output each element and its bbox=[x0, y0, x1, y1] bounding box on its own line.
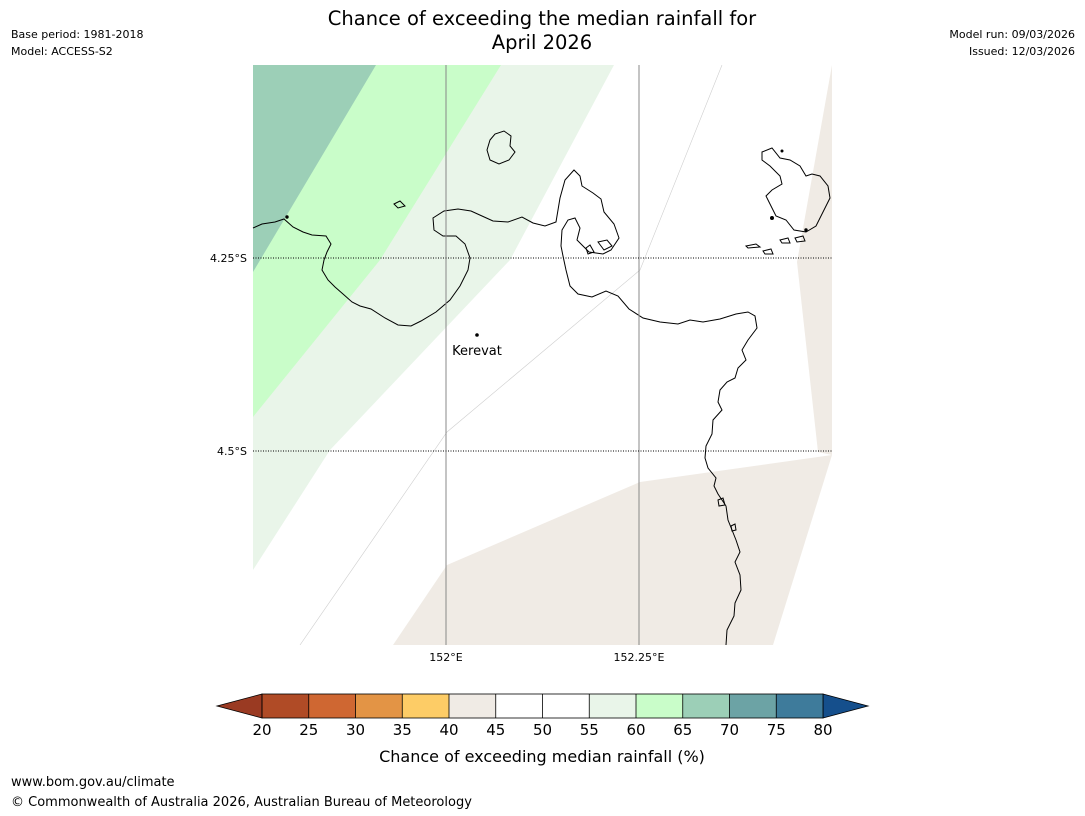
colorbar-bin-40-45 bbox=[449, 694, 496, 718]
map-title-line-2: April 2026 bbox=[491, 31, 593, 54]
coastline-islet-east-2 bbox=[762, 248, 774, 255]
coastline-islet-bay-1 bbox=[585, 244, 595, 255]
colorbar-tick-35: 35 bbox=[393, 721, 412, 739]
colorbar: 20 25 30 35 40 45 50 55 60 65 70 75 80 bbox=[215, 693, 870, 739]
coastline-islet-west bbox=[393, 200, 406, 209]
colorbar-tick-50: 50 bbox=[533, 721, 552, 739]
kerevat-label: Kerevat bbox=[452, 344, 502, 359]
colorbar-tick-75: 75 bbox=[767, 721, 786, 739]
colorbar-tick-45: 45 bbox=[486, 721, 505, 739]
colorbar-tick-80: 80 bbox=[813, 721, 832, 739]
coastline bbox=[252, 130, 831, 646]
map-title: Chance of exceeding the median rainfall … bbox=[242, 7, 842, 55]
coastline-islet-east-5 bbox=[717, 497, 726, 507]
coastline-islet-dot-2 bbox=[780, 149, 784, 153]
shading-40-45-east bbox=[797, 65, 832, 455]
lon-label-152e: 152°E bbox=[429, 651, 462, 664]
probability-shading bbox=[253, 65, 832, 645]
colorbar-bin-75-80 bbox=[776, 694, 823, 718]
lat-label-4-5s: 4.5°S bbox=[217, 445, 247, 458]
colorbar-bin-60-65 bbox=[636, 694, 683, 718]
colorbar-tick-20: 20 bbox=[252, 721, 271, 739]
colorbar-bin-45-50 bbox=[495, 694, 543, 718]
colorbar-tick-60: 60 bbox=[626, 721, 645, 739]
colorbar-tick-25: 25 bbox=[299, 721, 318, 739]
coastline-gazelle-peninsula bbox=[252, 169, 758, 646]
colorbar-over-arrow bbox=[822, 693, 870, 719]
colorbar-bin-20-25 bbox=[262, 694, 309, 718]
forecast-info-left: Base period: 1981-2018 Model: ACCESS-S2 bbox=[11, 26, 143, 60]
colorbar-tick-65: 65 bbox=[673, 721, 692, 739]
kerevat-marker bbox=[475, 333, 479, 337]
issued-text: Issued: 12/03/2026 bbox=[968, 45, 1075, 58]
coastline-islet-east-3 bbox=[779, 237, 791, 244]
base-period-text: Base period: 1981-2018 bbox=[11, 28, 144, 41]
coastline-islet-north bbox=[486, 130, 516, 165]
model-text: Model: ACCESS-S2 bbox=[11, 45, 113, 58]
shading-40-45-south bbox=[393, 455, 832, 645]
forecast-info-right: Model run: 09/03/2026 Issued: 12/03/2026 bbox=[949, 26, 1075, 60]
colorbar-bin-35-40 bbox=[402, 694, 449, 718]
colorbar-tick-30: 30 bbox=[346, 721, 365, 739]
lat-label-4-25s: 4.25°S bbox=[210, 252, 247, 265]
graticule bbox=[253, 65, 832, 645]
coastline-islet-east-1 bbox=[744, 243, 762, 249]
colorbar-bin-50-55 bbox=[542, 694, 590, 718]
coastline-duke-of-york-islands bbox=[761, 147, 831, 233]
colorbar-bin-70-75 bbox=[729, 694, 777, 718]
colorbar-tick-55: 55 bbox=[580, 721, 599, 739]
footer-url: www.bom.gov.au/climate bbox=[11, 775, 175, 790]
colorbar-tick-40: 40 bbox=[439, 721, 458, 739]
colorbar-bin-65-70 bbox=[682, 694, 730, 718]
shading-65-70 bbox=[253, 65, 376, 272]
lon-label-152-25e: 152.25°E bbox=[614, 651, 665, 664]
model-run-text: Model run: 09/03/2026 bbox=[949, 28, 1075, 41]
colorbar-frame bbox=[261, 693, 824, 719]
contour-50 bbox=[299, 65, 723, 645]
footer-copyright: © Commonwealth of Australia 2026, Austra… bbox=[11, 795, 472, 810]
colorbar-under-arrow bbox=[215, 693, 263, 719]
map-title-line-1: Chance of exceeding the median rainfall … bbox=[327, 7, 757, 30]
coastline-islet-east-6 bbox=[730, 523, 737, 532]
colorbar-tick-70: 70 bbox=[720, 721, 739, 739]
coastline-islet-bay-2 bbox=[597, 239, 613, 251]
colorbar-bin-55-60 bbox=[589, 694, 636, 718]
coastline-islet-dot-1 bbox=[285, 215, 289, 219]
coastline-islet-dot-3 bbox=[770, 216, 774, 220]
colorbar-title: Chance of exceeding median rainfall (%) bbox=[379, 747, 705, 766]
colorbar-bin-25-30 bbox=[308, 694, 356, 718]
coastline-islet-dot-4 bbox=[804, 228, 808, 232]
coastline-islet-east-4 bbox=[794, 235, 806, 243]
colorbar-bin-30-35 bbox=[355, 694, 403, 718]
